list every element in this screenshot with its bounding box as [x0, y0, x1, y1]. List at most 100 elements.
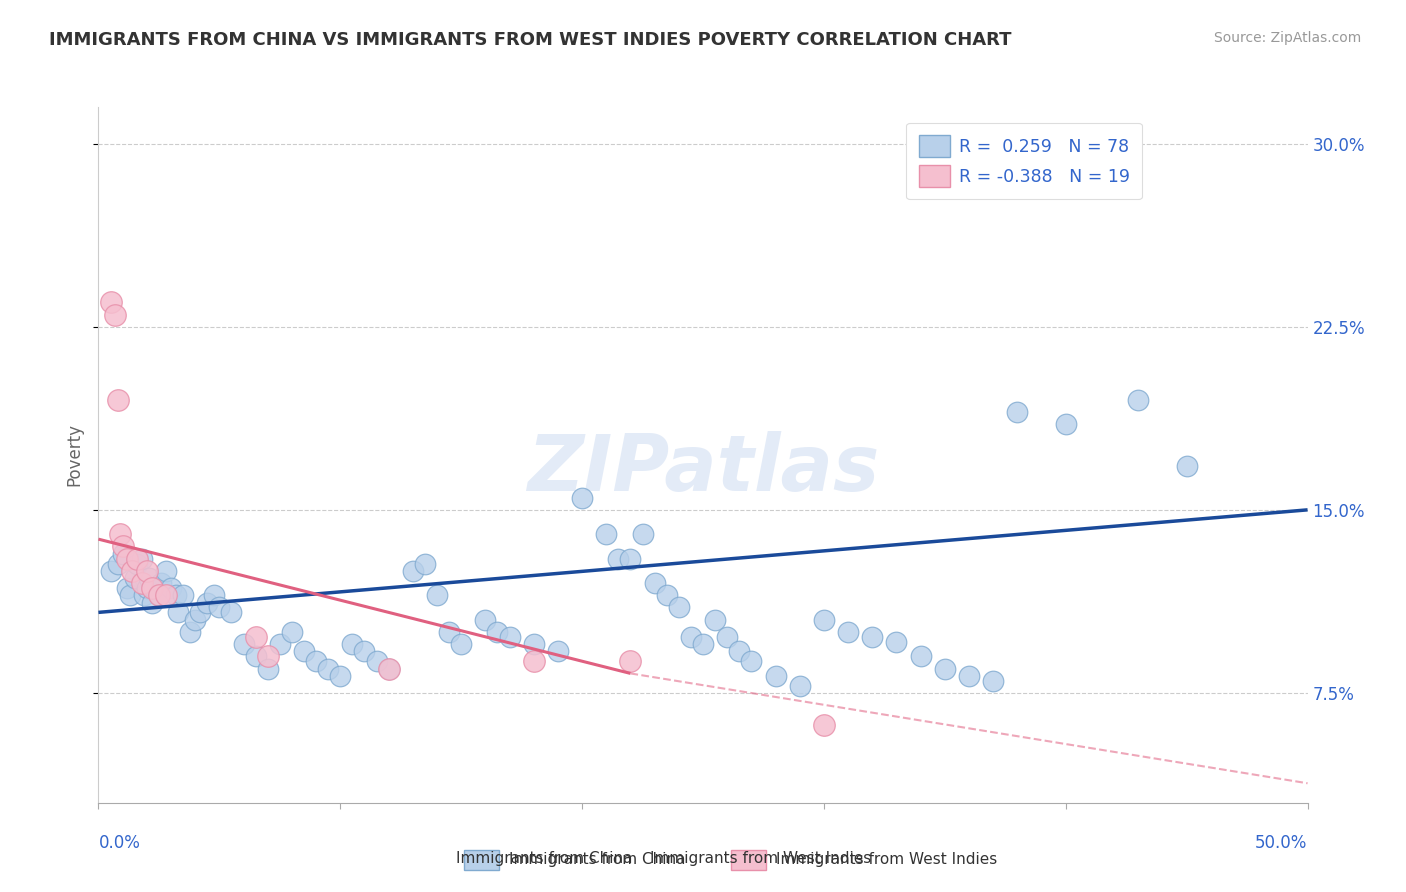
Point [523, 654, 546, 668]
Point [1128, 392, 1150, 407]
Point [366, 654, 388, 668]
Point [281, 624, 304, 639]
Point [813, 717, 835, 731]
Point [910, 649, 932, 664]
Point [474, 613, 496, 627]
Text: Immigrants from China: Immigrants from China [456, 851, 633, 865]
Point [679, 630, 702, 644]
Point [607, 551, 630, 566]
Point [1007, 405, 1029, 419]
Point [204, 588, 226, 602]
Point [221, 606, 243, 620]
Point [813, 613, 835, 627]
Point [134, 588, 156, 602]
Point [269, 637, 291, 651]
Point [1175, 458, 1198, 473]
Point [245, 649, 267, 664]
Text: Source: ZipAtlas.com: Source: ZipAtlas.com [1213, 31, 1361, 45]
Text: IMMIGRANTS FROM CHINA VS IMMIGRANTS FROM WEST INDIES POVERTY CORRELATION CHART: IMMIGRANTS FROM CHINA VS IMMIGRANTS FROM… [49, 31, 1012, 49]
Point [860, 630, 883, 644]
Point [342, 637, 364, 651]
Point [124, 571, 146, 585]
Point [437, 624, 460, 639]
FancyBboxPatch shape [731, 850, 766, 870]
Point [426, 588, 449, 602]
Point [644, 576, 666, 591]
Point [100, 564, 122, 578]
FancyBboxPatch shape [464, 850, 499, 870]
Point [127, 557, 149, 571]
Point [523, 637, 546, 651]
Point [981, 673, 1004, 688]
Point [118, 588, 141, 602]
Point [172, 588, 194, 602]
Point [100, 295, 122, 310]
Point [716, 630, 738, 644]
Point [655, 588, 678, 602]
Text: Immigrants from West Indies: Immigrants from West Indies [651, 851, 872, 865]
Point [232, 637, 254, 651]
Point [117, 551, 139, 566]
Point [108, 527, 131, 541]
Point [155, 588, 177, 602]
Point [619, 654, 641, 668]
Point [305, 654, 328, 668]
Point [155, 564, 177, 578]
Point [135, 581, 157, 595]
Point [143, 581, 166, 595]
Point [402, 564, 425, 578]
Text: Immigrants from China: Immigrants from China [509, 853, 686, 867]
Point [138, 571, 160, 585]
Point [292, 644, 315, 658]
Point [107, 392, 129, 407]
Point [131, 551, 153, 566]
Point [148, 588, 170, 602]
Point [837, 624, 859, 639]
Point [148, 588, 170, 602]
Point [498, 630, 520, 644]
Point [165, 588, 187, 602]
Point [179, 624, 201, 639]
Point [1054, 417, 1077, 432]
Point [571, 491, 593, 505]
Point [141, 596, 163, 610]
Point [619, 551, 641, 566]
Point [740, 654, 762, 668]
Point [167, 606, 190, 620]
Point [256, 649, 278, 664]
Point [704, 613, 727, 627]
Point [486, 624, 509, 639]
Point [160, 581, 183, 595]
Point [765, 669, 787, 683]
Point [413, 557, 436, 571]
Point [957, 669, 980, 683]
Point [728, 644, 751, 658]
Point [111, 547, 134, 561]
Point [353, 644, 375, 658]
Text: 0.0%: 0.0% [98, 834, 141, 852]
Point [668, 600, 690, 615]
Point [377, 661, 399, 675]
Point [208, 600, 231, 615]
Text: ZIPatlas: ZIPatlas [527, 431, 879, 507]
Point [886, 634, 908, 648]
Point [117, 581, 139, 595]
Point [141, 581, 163, 595]
Point [121, 564, 143, 578]
Point [127, 551, 149, 566]
Point [111, 540, 134, 554]
Point [131, 576, 153, 591]
Point [195, 596, 218, 610]
Point [377, 661, 399, 675]
Point [450, 637, 472, 651]
Point [245, 630, 267, 644]
Point [789, 679, 811, 693]
Point [135, 564, 157, 578]
Text: 50.0%: 50.0% [1256, 834, 1308, 852]
Point [631, 527, 654, 541]
Point [107, 557, 129, 571]
Point [256, 661, 278, 675]
Point [316, 661, 339, 675]
Point [934, 661, 956, 675]
Point [595, 527, 617, 541]
